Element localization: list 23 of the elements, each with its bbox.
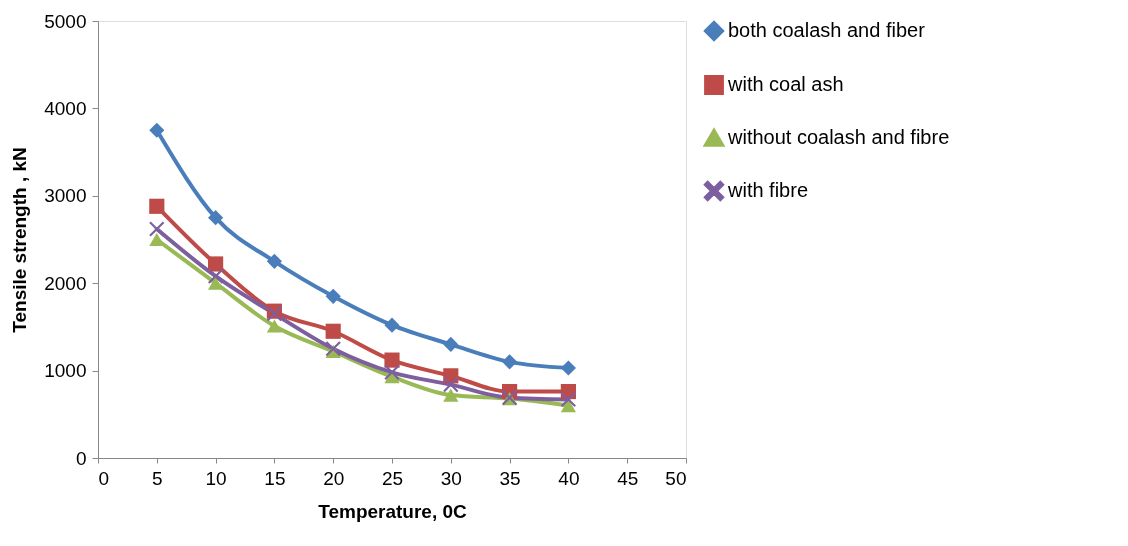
x-tick-label: 5 xyxy=(152,467,163,489)
x-tick-label: 10 xyxy=(205,467,227,489)
x-tick-label: 0 xyxy=(98,467,110,489)
y-tick-label: 0 xyxy=(75,447,87,469)
x-axis-title: Temperature, 0C xyxy=(318,500,468,522)
x-tick-label: 25 xyxy=(381,467,404,489)
x-tick-label: 15 xyxy=(264,467,286,489)
y-tick-label: 5000 xyxy=(44,10,87,32)
legend-label: with coal ash xyxy=(727,73,844,95)
x-tick-label: 35 xyxy=(499,467,521,489)
x-tick-label: 30 xyxy=(440,467,462,489)
y-axis-title: Tensile strength , kN xyxy=(9,147,31,333)
x-tick-label: 50 xyxy=(665,467,687,489)
x-tick-label: 45 xyxy=(617,467,639,489)
legend-label: with fibre xyxy=(727,179,809,201)
x-tick-label: 20 xyxy=(323,467,345,489)
y-tick-label: 1000 xyxy=(44,360,87,382)
y-tick-label: 2000 xyxy=(44,272,87,294)
legend-label: both coalash and fiber xyxy=(728,19,926,41)
y-tick-label: 4000 xyxy=(44,97,87,119)
y-tick-label: 3000 xyxy=(44,185,87,207)
legend-label: without coalash and fibre xyxy=(727,126,950,148)
x-tick-label: 40 xyxy=(558,467,580,489)
